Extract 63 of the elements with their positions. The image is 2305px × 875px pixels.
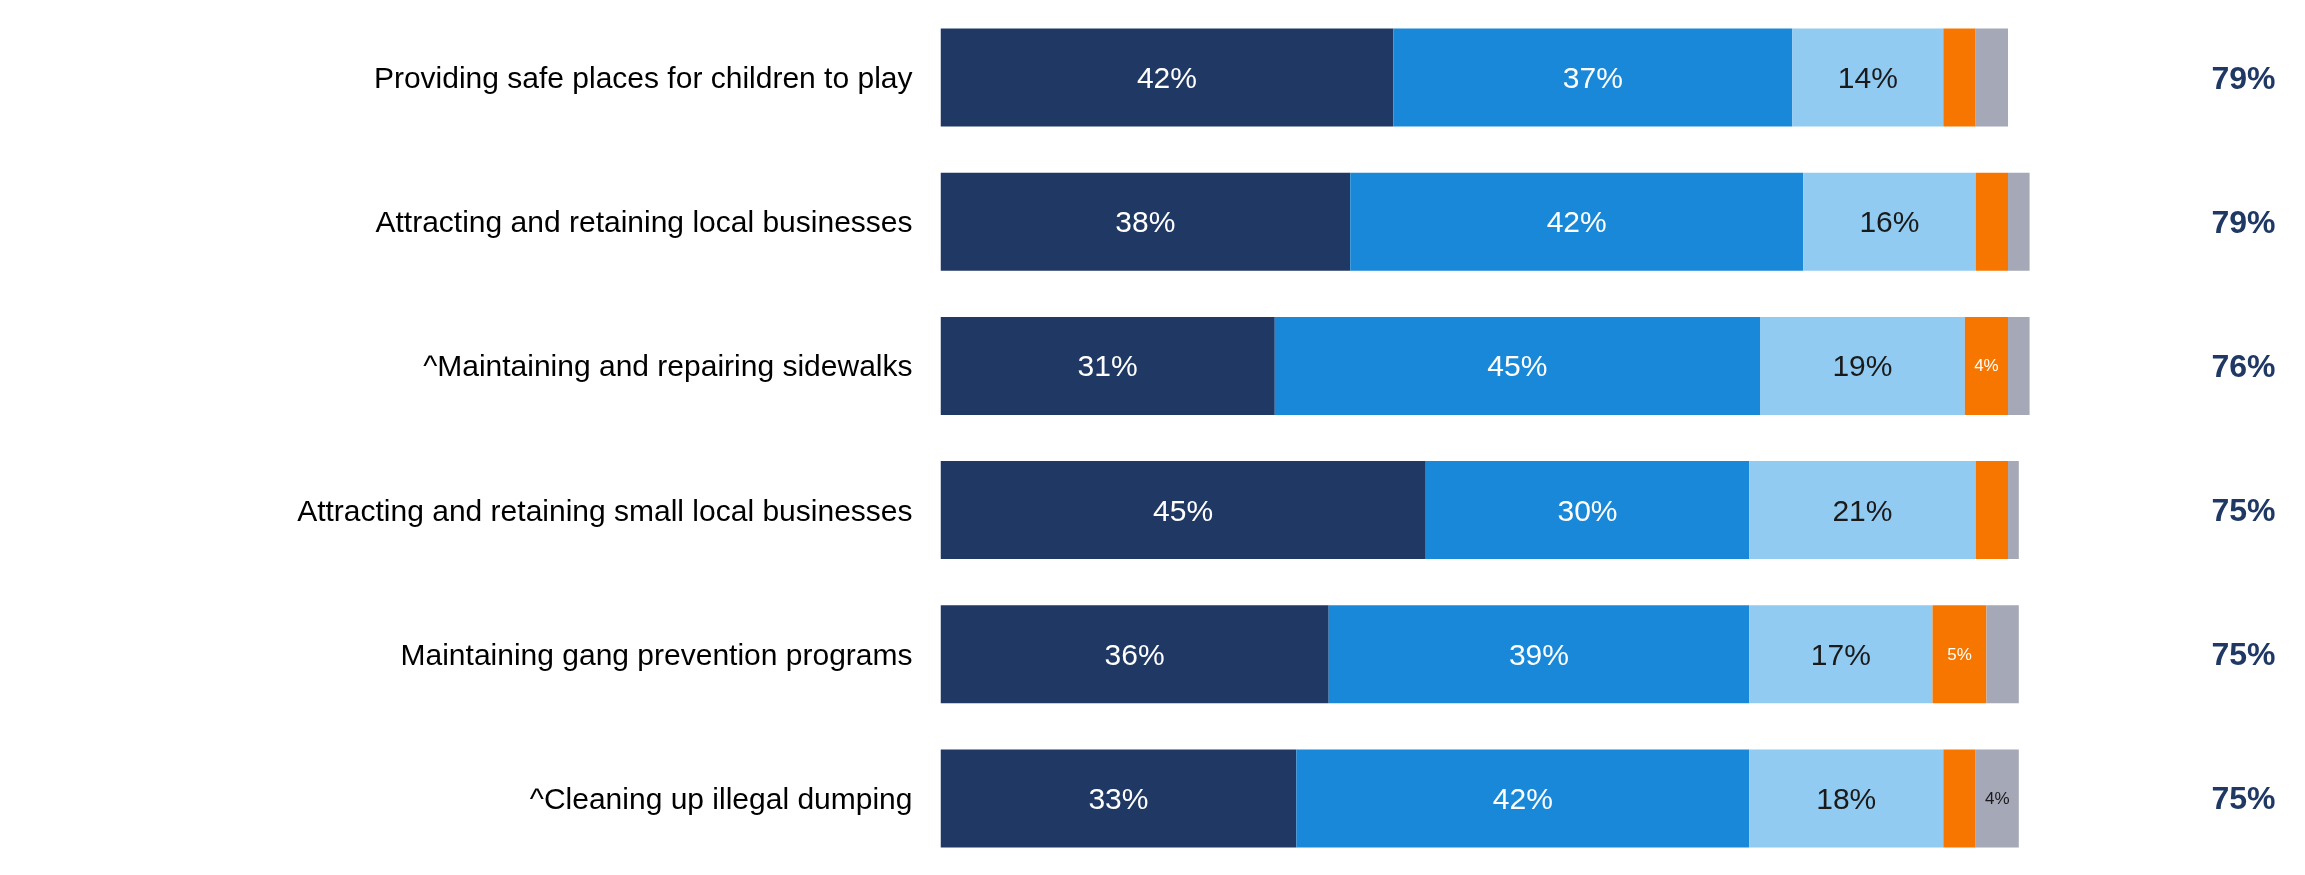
text: 76% (2211, 347, 2276, 384)
bar (1425, 461, 1750, 560)
bar (940, 316, 1275, 415)
data-label: 45% (1487, 349, 1548, 383)
data-label: 16% (1859, 205, 1920, 239)
bar (1964, 316, 2009, 415)
data-label: 31% (1077, 349, 1138, 383)
bar (1350, 172, 1804, 271)
bar (1943, 749, 1976, 848)
bar (2008, 461, 2019, 560)
y-tick-label: ^Cleaning up illegal dumping (529, 781, 913, 815)
bar (1975, 172, 2009, 271)
data-label: 17% (1810, 637, 1871, 671)
bar (1328, 605, 1750, 704)
data-label: 14% (1837, 61, 1898, 95)
data-label: 21% (1832, 493, 1893, 527)
data-label: 5% (1947, 644, 1972, 664)
data-label: 4% (1974, 356, 1999, 376)
bar (1749, 461, 1976, 560)
y-tick-label: Providing safe places for children to play (373, 61, 913, 95)
bar (1943, 28, 1976, 127)
bar (940, 28, 1394, 127)
y-tick-label: ^Maintaining and repairing sidewalks (423, 349, 913, 383)
bar (1986, 605, 2019, 704)
data-label: 42% (1546, 205, 1607, 239)
data-label: 4% (1984, 788, 2010, 808)
data-label: 36% (1104, 637, 1165, 671)
bar (1975, 749, 2019, 848)
bar (1749, 605, 1933, 704)
bar (940, 605, 1329, 704)
bar (1760, 316, 1965, 415)
bar (940, 172, 1351, 271)
data-label: 37% (1562, 61, 1623, 95)
bar (1803, 172, 1976, 271)
bar (1932, 605, 1987, 704)
bar (2008, 172, 2030, 271)
data-label: 45% (1153, 493, 1214, 527)
text: 79% (2211, 203, 2276, 240)
data-label: 38% (1115, 205, 1176, 239)
data-label: 18% (1816, 781, 1877, 815)
bar (1749, 749, 1944, 848)
data-label: 33% (1088, 781, 1149, 815)
bar (1274, 316, 1761, 415)
bar (1975, 28, 2009, 127)
data-label: 42% (1492, 781, 1553, 815)
y-tick-label: Attracting and retaining local businesses (375, 205, 913, 239)
bar (1792, 28, 1944, 127)
bar (1393, 28, 1793, 127)
data-label: 30% (1557, 493, 1618, 527)
text: 75% (2211, 492, 2276, 529)
data-label: 39% (1508, 637, 1569, 671)
y-tick-label: Attracting and retaining small local businesses (297, 493, 913, 527)
text: 75% (2211, 780, 2276, 817)
bar (1296, 749, 1750, 848)
text: 75% (2211, 636, 2276, 673)
text: 79% (2211, 59, 2276, 96)
data-label: 19% (1832, 349, 1893, 383)
bar (940, 461, 1426, 560)
data-label: 42% (1136, 61, 1197, 95)
bar (1975, 461, 2009, 560)
y-tick-label: Maintaining gang prevention programs (400, 637, 913, 671)
bar (2008, 316, 2030, 415)
bar (940, 749, 1297, 848)
